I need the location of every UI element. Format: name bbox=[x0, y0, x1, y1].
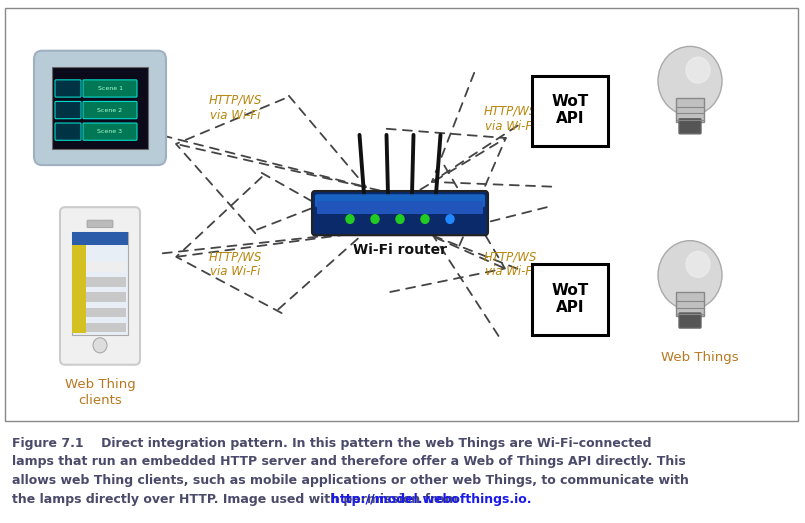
Text: allows web Thing clients, such as mobile applications or other web Things, to co: allows web Thing clients, such as mobile… bbox=[12, 474, 689, 487]
Text: WoT
API: WoT API bbox=[551, 283, 588, 315]
FancyBboxPatch shape bbox=[55, 101, 81, 119]
FancyBboxPatch shape bbox=[86, 262, 126, 272]
Circle shape bbox=[658, 47, 722, 116]
FancyBboxPatch shape bbox=[86, 323, 126, 332]
Circle shape bbox=[658, 241, 722, 310]
FancyBboxPatch shape bbox=[679, 313, 701, 328]
FancyBboxPatch shape bbox=[86, 292, 126, 302]
Text: Scene 2: Scene 2 bbox=[97, 108, 122, 112]
FancyBboxPatch shape bbox=[60, 207, 140, 365]
FancyBboxPatch shape bbox=[72, 232, 128, 335]
Circle shape bbox=[93, 338, 107, 353]
FancyBboxPatch shape bbox=[676, 98, 704, 122]
Text: Web Thing
clients: Web Thing clients bbox=[64, 378, 135, 407]
Text: Scene 1: Scene 1 bbox=[97, 86, 122, 91]
FancyBboxPatch shape bbox=[86, 308, 126, 317]
Circle shape bbox=[421, 215, 429, 223]
Circle shape bbox=[686, 252, 710, 277]
FancyBboxPatch shape bbox=[55, 80, 81, 97]
FancyBboxPatch shape bbox=[87, 220, 113, 228]
FancyBboxPatch shape bbox=[83, 123, 137, 140]
FancyBboxPatch shape bbox=[312, 191, 488, 235]
FancyBboxPatch shape bbox=[315, 194, 485, 207]
FancyBboxPatch shape bbox=[72, 232, 128, 245]
FancyBboxPatch shape bbox=[532, 265, 608, 335]
Text: HTTP/WS
via Wi-Fi: HTTP/WS via Wi-Fi bbox=[483, 105, 537, 133]
FancyBboxPatch shape bbox=[679, 119, 701, 134]
Circle shape bbox=[396, 215, 404, 223]
Text: Web Things: Web Things bbox=[661, 351, 739, 363]
Text: lamps that run an embedded HTTP server and therefore offer a Web of Things API d: lamps that run an embedded HTTP server a… bbox=[12, 456, 686, 469]
Text: Figure 7.1    Direct integration pattern. In this pattern the web Things are Wi-: Figure 7.1 Direct integration pattern. I… bbox=[12, 437, 651, 450]
Text: Wi-Fi router: Wi-Fi router bbox=[353, 243, 447, 257]
FancyBboxPatch shape bbox=[83, 101, 137, 119]
FancyBboxPatch shape bbox=[532, 75, 608, 146]
Circle shape bbox=[446, 215, 454, 223]
Circle shape bbox=[686, 57, 710, 83]
Text: HTTP/WS
via Wi-Fi: HTTP/WS via Wi-Fi bbox=[208, 94, 262, 122]
Text: WoT
API: WoT API bbox=[551, 94, 588, 126]
Text: HTTP/WS
via Wi-Fi: HTTP/WS via Wi-Fi bbox=[208, 251, 262, 278]
Text: HTTP/WS
via Wi-Fi: HTTP/WS via Wi-Fi bbox=[483, 251, 537, 278]
FancyBboxPatch shape bbox=[34, 51, 166, 165]
FancyBboxPatch shape bbox=[317, 201, 483, 214]
FancyBboxPatch shape bbox=[55, 123, 81, 140]
Text: the lamps directly over HTTP. Image used with permission from: the lamps directly over HTTP. Image used… bbox=[12, 493, 462, 506]
FancyBboxPatch shape bbox=[52, 67, 148, 149]
Text: Scene 3: Scene 3 bbox=[97, 129, 122, 134]
Text: http://model.webofthings.io.: http://model.webofthings.io. bbox=[332, 493, 532, 506]
Circle shape bbox=[346, 215, 354, 223]
FancyBboxPatch shape bbox=[86, 277, 126, 287]
Circle shape bbox=[371, 215, 379, 223]
FancyBboxPatch shape bbox=[676, 292, 704, 316]
FancyBboxPatch shape bbox=[83, 80, 137, 97]
FancyBboxPatch shape bbox=[72, 245, 86, 334]
